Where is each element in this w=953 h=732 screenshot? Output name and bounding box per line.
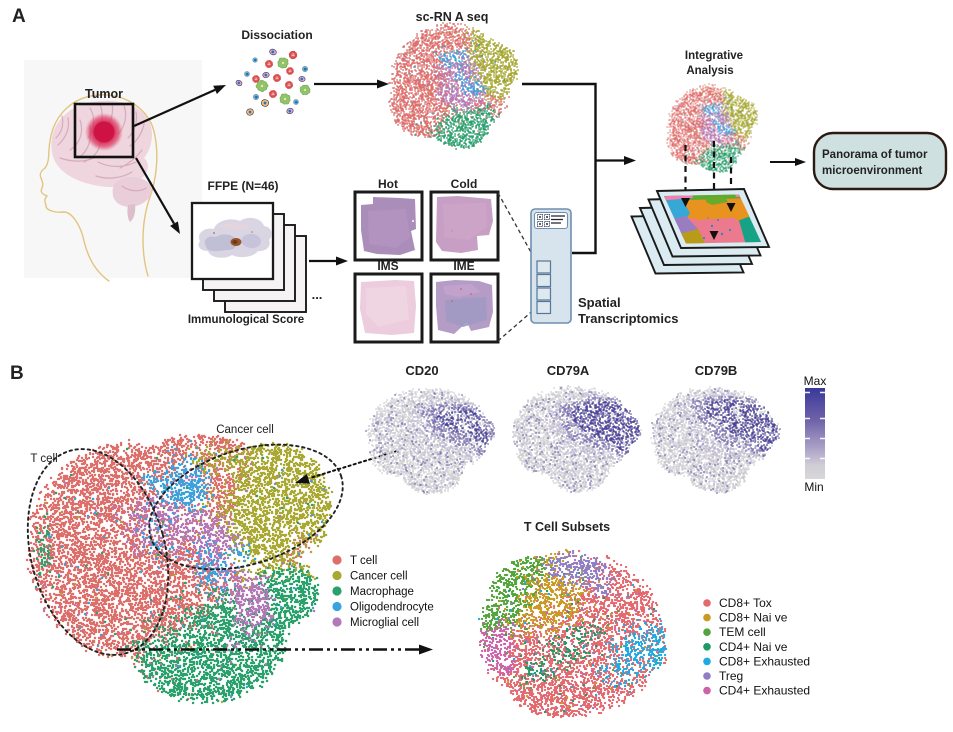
svg-text:CD79A: CD79A	[547, 363, 590, 378]
svg-text:TEM cell: TEM cell	[719, 625, 766, 639]
svg-text:FFPE (N=46): FFPE (N=46)	[207, 179, 278, 193]
svg-text:Microglial cell: Microglial cell	[350, 617, 419, 629]
svg-text:Spatial: Spatial	[578, 295, 621, 310]
svg-text:Cold: Cold	[451, 177, 478, 191]
svg-text:B: B	[10, 363, 24, 384]
svg-text:CD4+ Nai ve: CD4+ Nai ve	[719, 640, 788, 654]
svg-text:Macrophage: Macrophage	[350, 586, 414, 598]
svg-text:...: ...	[312, 287, 323, 302]
svg-text:CD4+ Exhausted: CD4+ Exhausted	[719, 684, 810, 698]
svg-text:Hot: Hot	[378, 177, 398, 191]
svg-text:Max: Max	[804, 374, 827, 388]
svg-text:T cell: T cell	[30, 453, 57, 465]
svg-text:Oligodendrocyte: Oligodendrocyte	[350, 602, 434, 614]
svg-text:IMS: IMS	[377, 259, 398, 273]
svg-text:CD8+ Tox: CD8+ Tox	[719, 596, 772, 610]
svg-text:Tumor: Tumor	[85, 87, 123, 101]
svg-text:T cell: T cell	[350, 555, 377, 567]
svg-text:Cancer cell: Cancer cell	[350, 571, 408, 583]
svg-text:CD20: CD20	[405, 363, 438, 378]
svg-text:Treg: Treg	[719, 669, 743, 683]
svg-text:Transcriptomics: Transcriptomics	[578, 311, 678, 326]
svg-text:Min: Min	[804, 480, 823, 494]
svg-text:Analysis: Analysis	[686, 65, 733, 77]
svg-text:CD8+ Nai ve: CD8+ Nai ve	[719, 611, 788, 625]
svg-text:microenvironment: microenvironment	[822, 165, 922, 177]
svg-text:sc-RN A seq: sc-RN A seq	[416, 10, 489, 24]
svg-text:CD79B: CD79B	[695, 363, 738, 378]
svg-text:CD8+ Exhausted: CD8+ Exhausted	[719, 654, 810, 668]
svg-text:IME: IME	[453, 259, 474, 273]
svg-text:Dissociation: Dissociation	[241, 28, 312, 42]
svg-text:T Cell Subsets: T Cell Subsets	[524, 520, 610, 534]
svg-text:Panorama of tumor: Panorama of tumor	[822, 149, 928, 161]
svg-text:Integrative: Integrative	[685, 50, 743, 62]
svg-text:Cancer cell: Cancer cell	[216, 424, 274, 436]
svg-text:A: A	[12, 6, 26, 27]
svg-text:Immunological Score: Immunological Score	[188, 314, 304, 326]
